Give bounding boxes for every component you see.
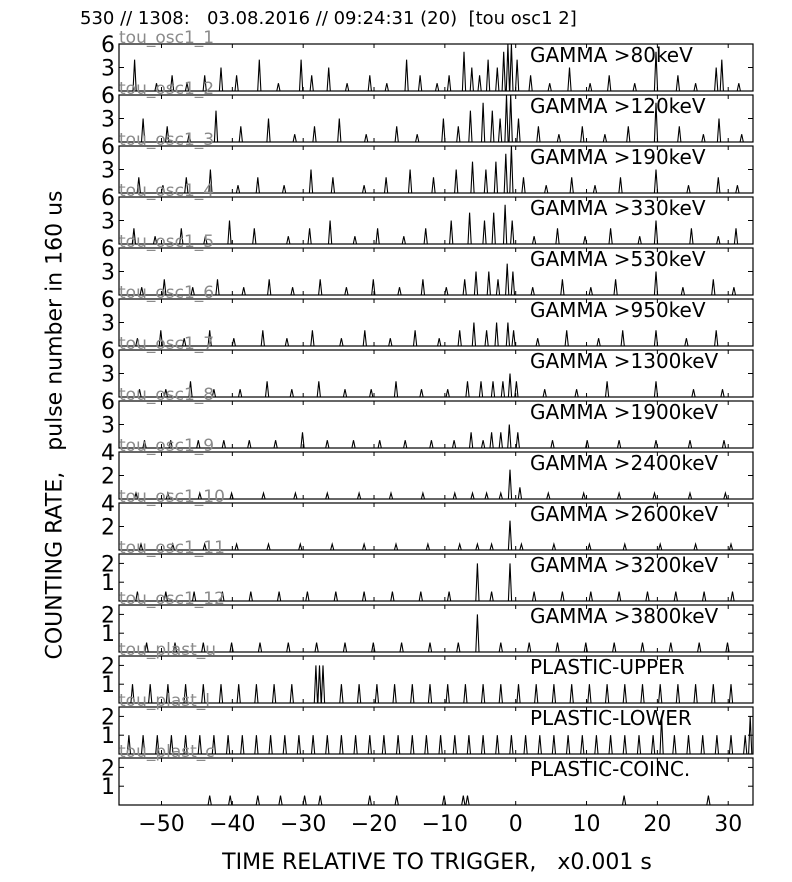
y-tick-label: 6 xyxy=(101,186,115,211)
panel-label: tou_plast_u xyxy=(119,640,216,660)
panel-label: tou_osc1_2 xyxy=(119,79,214,99)
series-line xyxy=(119,263,753,296)
y-tick-label: 3 xyxy=(101,57,115,82)
series-line xyxy=(119,563,753,602)
x-tick-label: 30 xyxy=(714,812,742,837)
y-tick-label: 4 xyxy=(101,492,115,517)
x-tick-label: 10 xyxy=(573,812,601,837)
x-tick-label: 0 xyxy=(509,812,523,837)
y-tick-label: 6 xyxy=(101,390,115,415)
x-tick-label: 20 xyxy=(643,812,671,837)
x-tick-label: −50 xyxy=(138,812,184,837)
panel-label: tou_osc1_8 xyxy=(119,385,214,405)
panel-title: PLASTIC-COINC. xyxy=(530,757,690,781)
series-line xyxy=(119,424,753,449)
y-tick-label: 3 xyxy=(101,108,115,133)
series-line xyxy=(119,665,753,704)
y-tick-label: 2 xyxy=(101,465,115,490)
panel-label: tou_plast_l xyxy=(119,691,210,711)
panel-title: GAMMA >2400keV xyxy=(530,451,719,475)
y-tick-label: 2 xyxy=(101,756,115,781)
panel-title: GAMMA >3800keV xyxy=(530,604,719,628)
y-tick-label: 6 xyxy=(101,339,115,364)
y-tick-label: 4 xyxy=(101,441,115,466)
y-tick-label: 2 xyxy=(101,654,115,679)
panel-label: tou_osc1_1 xyxy=(119,28,214,48)
series-line xyxy=(119,145,753,194)
x-tick-label: −40 xyxy=(209,812,255,837)
panel-title: GAMMA >3200keV xyxy=(530,553,719,577)
panel-title: GAMMA >950keV xyxy=(530,298,706,322)
x-axis-label: TIME RELATIVE TO TRIGGER, x0.001 s xyxy=(222,850,652,875)
panel-label: tou_osc1_7 xyxy=(119,334,214,354)
y-tick-label: 6 xyxy=(101,135,115,160)
y-tick-label: 1 xyxy=(101,673,115,698)
panel-label: tou_osc1_9 xyxy=(119,436,214,456)
x-tick-label: −10 xyxy=(422,812,468,837)
y-tick-label: 6 xyxy=(101,33,115,58)
y-tick-label: 6 xyxy=(101,237,115,262)
y-tick-label: 6 xyxy=(101,84,115,109)
series-line xyxy=(119,94,753,143)
panel-title: GAMMA >1300keV xyxy=(530,349,719,373)
series-line xyxy=(119,373,753,398)
x-tick-label: −20 xyxy=(351,812,397,837)
panel-title: GAMMA >2600keV xyxy=(530,502,719,526)
y-tick-label: 3 xyxy=(101,261,115,286)
figure-header: 530 // 1308: 03.08.2016 // 09:24:31 (20)… xyxy=(80,8,577,29)
series-line xyxy=(119,614,753,653)
series-line xyxy=(119,520,753,551)
panel-label: tou_osc1_12 xyxy=(119,589,225,609)
panel-label: tou_osc1_11 xyxy=(119,538,225,558)
panel-title: PLASTIC-UPPER xyxy=(530,655,685,679)
panel-title: PLASTIC-LOWER xyxy=(530,706,692,730)
panel-label: tou_plast_c xyxy=(119,742,215,762)
panel-label: tou_osc1_3 xyxy=(119,130,214,150)
x-tick-label: −30 xyxy=(280,812,326,837)
y-tick-label: 2 xyxy=(101,603,115,628)
y-tick-label: 6 xyxy=(101,288,115,313)
y-tick-label: 1 xyxy=(101,724,115,749)
series-line xyxy=(119,795,753,806)
panel-label: tou_osc1_6 xyxy=(119,283,214,303)
series-line xyxy=(119,43,753,92)
panel-title: GAMMA >330keV xyxy=(530,196,706,220)
y-tick-label: 2 xyxy=(101,705,115,730)
panel-title: GAMMA >1900keV xyxy=(530,400,719,424)
y-tick-label: 3 xyxy=(101,414,115,439)
y-tick-label: 3 xyxy=(101,210,115,235)
panel-title: GAMMA >530keV xyxy=(530,247,706,271)
y-tick-label: 2 xyxy=(101,516,115,541)
panel-title: GAMMA >80keV xyxy=(530,43,693,67)
series-line xyxy=(119,469,753,500)
y-tick-label: 1 xyxy=(101,571,115,596)
series-line xyxy=(119,204,753,245)
y-tick-label: 2 xyxy=(101,552,115,577)
series-line xyxy=(119,322,753,347)
panel-label: tou_osc1_10 xyxy=(119,487,225,507)
y-tick-label: 3 xyxy=(101,312,115,337)
panel-title: GAMMA >190keV xyxy=(530,145,706,169)
y-tick-label: 3 xyxy=(101,363,115,388)
panel-label: tou_osc1_5 xyxy=(119,232,214,252)
y-tick-label: 1 xyxy=(101,775,115,800)
panel-title: GAMMA >120keV xyxy=(530,94,706,118)
series-line xyxy=(119,716,753,755)
panel-label: tou_osc1_4 xyxy=(119,181,214,201)
y-tick-label: 3 xyxy=(101,159,115,184)
y-tick-label: 1 xyxy=(101,622,115,647)
